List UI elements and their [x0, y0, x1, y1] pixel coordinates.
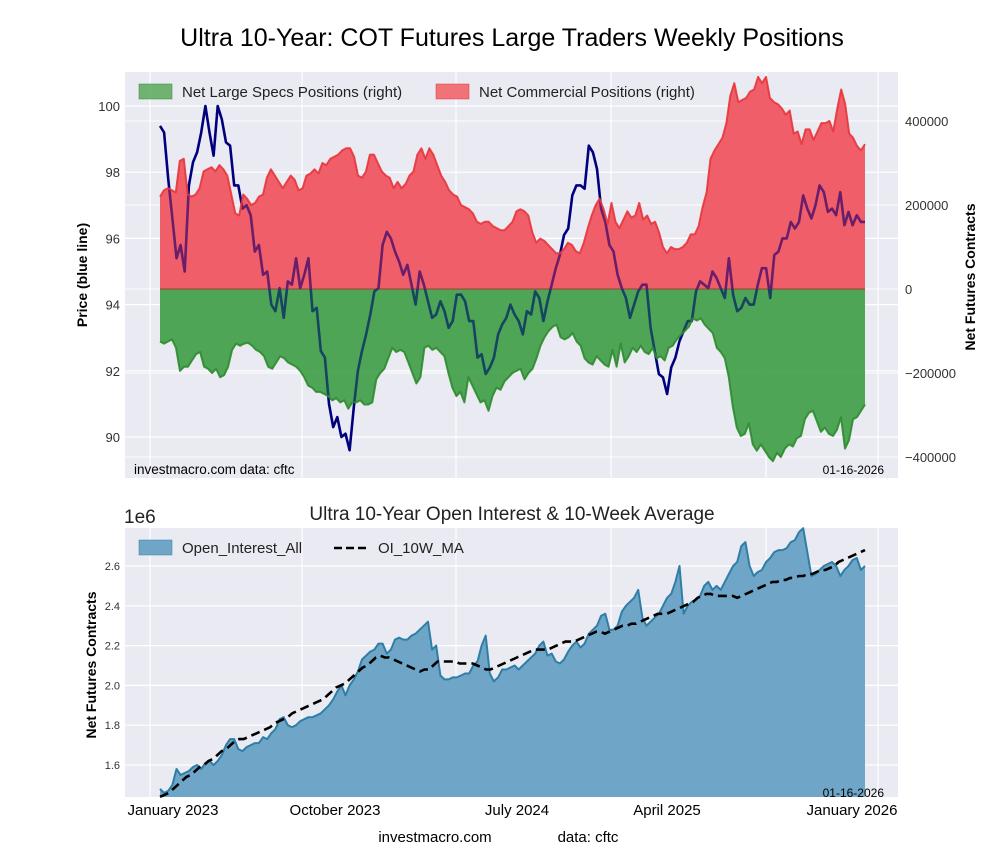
legend-swatch-commercial — [435, 83, 470, 100]
bottom-xticks: January 2023 October 2023 July 2024 April 2… — [128, 802, 898, 819]
price-line — [158, 104, 865, 452]
legend-label-specs: Net Large Specs Positions (right) — [182, 84, 402, 101]
specs-area — [160, 289, 865, 462]
top-ytick-right-label: −200000 — [905, 366, 956, 381]
bottom-legend: Open_Interest_All OI_10W_MA — [138, 539, 464, 557]
bottom-ytick-label: 1.8 — [105, 720, 120, 732]
top-ytick-left-label: 98 — [106, 165, 120, 180]
top-lines — [158, 75, 866, 463]
open-interest-line — [159, 527, 866, 794]
legend-label-ma: OI_10W_MA — [378, 540, 464, 557]
top-ytick-right-label: 400000 — [905, 114, 948, 129]
commercial-area — [160, 76, 865, 290]
bottom-areas — [160, 528, 865, 797]
top-ytick-right-label: 0 — [905, 282, 912, 297]
bottom-xtick-label: October 2023 — [290, 802, 381, 819]
top-source-note: investmacro.com data: cftc — [134, 462, 295, 477]
figure-title: Ultra 10-Year: COT Futures Large Traders… — [180, 24, 844, 52]
commercial-overlay — [160, 76, 865, 290]
top-ytick-left-label: 96 — [106, 231, 120, 246]
legend-swatch-specs — [138, 83, 173, 100]
bottom-ylabel: Net Futures Contracts — [83, 591, 99, 738]
bottom-date-note: 01-16-2026 — [823, 786, 885, 800]
footer-data: data: cftc — [558, 829, 619, 846]
bottom-xtick-label: January 2026 — [807, 802, 898, 819]
top-ytick-right-label: −400000 — [905, 450, 956, 465]
top-ytick-left-label: 100 — [98, 99, 120, 114]
open-interest-area — [160, 528, 865, 797]
top-ytick-left-label: 94 — [106, 298, 120, 313]
bottom-ytick-label: 2.6 — [105, 561, 120, 573]
top-ylabel-right: Net Futures Contracts — [962, 203, 978, 350]
legend-label-open-interest: Open_Interest_All — [182, 540, 302, 557]
commercial-line — [159, 75, 866, 255]
bottom-y-multiplier: 1e6 — [124, 507, 156, 528]
top-areas — [160, 76, 865, 462]
bottom-title: Ultra 10-Year Open Interest & 10-Week Av… — [309, 504, 714, 525]
bottom-xtick-label: April 2025 — [633, 802, 701, 819]
top-yticks-right: −400000 −200000 0 200000 400000 — [905, 114, 956, 465]
bottom-lines — [159, 527, 866, 798]
bottom-ytick-label: 2.2 — [105, 641, 120, 653]
bottom-yticks: 1.6 1.8 2.0 2.2 2.4 2.6 — [105, 561, 120, 772]
footer-source: investmacro.com — [378, 829, 491, 846]
top-yticks-left: 90 92 94 96 98 100 — [98, 99, 120, 445]
top-ytick-left-label: 92 — [106, 364, 120, 379]
specs-line — [159, 317, 866, 463]
bottom-xtick-label: January 2023 — [128, 802, 219, 819]
bottom-ytick-label: 1.6 — [105, 760, 120, 772]
legend-label-commercial: Net Commercial Positions (right) — [479, 84, 695, 101]
top-ytick-left-label: 90 — [106, 430, 120, 445]
bottom-ytick-label: 2.0 — [105, 680, 120, 692]
bottom-ytick-label: 2.4 — [105, 601, 120, 613]
top-ytick-right-label: 200000 — [905, 198, 948, 213]
top-ylabel-left: Price (blue line) — [74, 223, 90, 327]
bottom-xtick-label: July 2024 — [485, 802, 549, 819]
specs-overlay — [160, 289, 865, 462]
top-legend: Net Large Specs Positions (right) Net Co… — [138, 83, 695, 101]
legend-swatch-open-interest — [138, 539, 173, 556]
ma-line — [159, 548, 866, 798]
top-date-note: 01-16-2026 — [823, 463, 885, 477]
